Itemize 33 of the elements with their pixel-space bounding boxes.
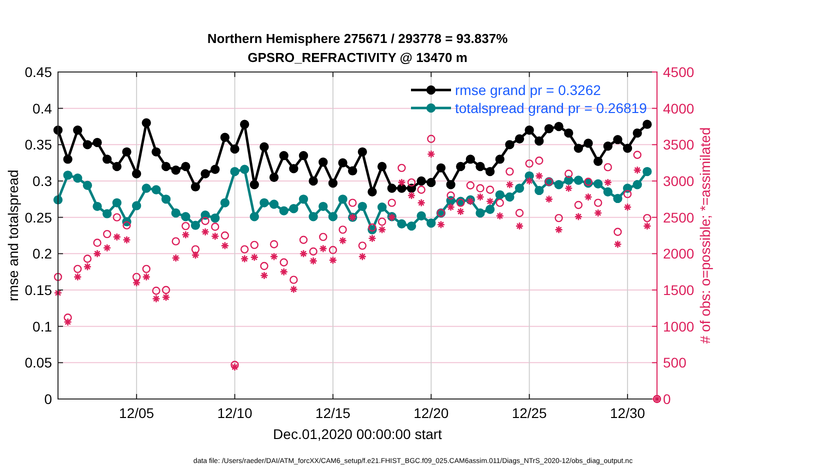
- x-tick-label: 12/30: [610, 405, 646, 421]
- y2-tick-label: 0: [663, 391, 671, 407]
- y-tick-label: 0.1: [32, 318, 52, 334]
- y-tick-label: 0: [44, 391, 52, 407]
- y2-tick-label: 500: [663, 354, 687, 371]
- y-tick-label: 0.05: [24, 354, 52, 371]
- y2-tick-label: 1500: [663, 282, 694, 298]
- x-tick-label: 12/10: [217, 405, 252, 421]
- y-tick-label: 0.15: [24, 282, 52, 298]
- x-tick-label: 12/20: [414, 405, 449, 421]
- y-tick-label: 0.45: [24, 64, 52, 80]
- y2-tick-label: 4000: [663, 100, 694, 116]
- y2-tick-label: 3500: [663, 136, 694, 153]
- legend-label: rmse grand pr = 0.3262: [455, 82, 602, 98]
- chart-title: Northern Hemisphere 275671 / 293778 = 93.837%: [207, 31, 508, 46]
- y2-tick-label: 1000: [663, 318, 694, 334]
- chart-subtitle: GPSRO_REFRACTIVITY @ 13470 m: [248, 50, 468, 65]
- y-tick-label: 0.35: [24, 136, 52, 153]
- y-tick-label: 0.3: [32, 173, 52, 189]
- y-axis-title: rmse and totalspread: [5, 170, 21, 302]
- y-tick-label: 0.4: [32, 100, 52, 116]
- legend-label: totalspread grand pr = 0.26819: [455, 100, 648, 116]
- x-axis-title: Dec.01,2020 00:00:00 start: [273, 426, 442, 442]
- y2-tick-label: 2500: [663, 209, 694, 226]
- x-tick-label: 12/15: [315, 405, 351, 421]
- y2-tick-label: 2000: [663, 246, 694, 262]
- y2-axis-title: # of obs: o=possible; *=assimilated: [697, 127, 713, 344]
- y-tick-label: 0.2: [32, 246, 52, 262]
- y2-tick-label: 3000: [663, 173, 694, 189]
- x-tick-label: 12/05: [119, 405, 154, 421]
- y-tick-label: 0.25: [24, 209, 52, 226]
- x-tick-label: 12/25: [512, 405, 548, 421]
- y2-tick-label: 4500: [663, 64, 694, 80]
